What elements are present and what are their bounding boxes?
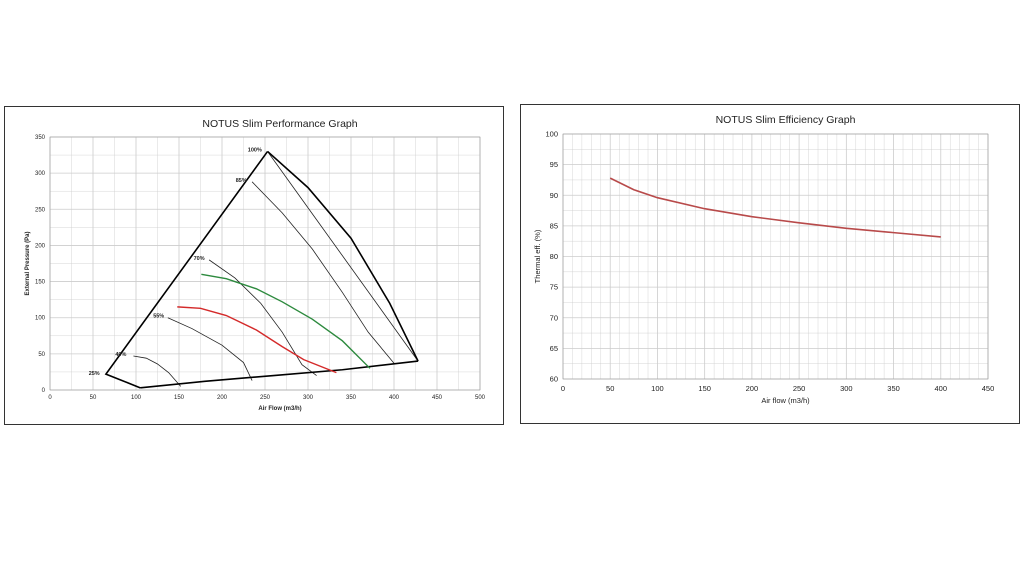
y-axis-label: Thermal eff. (%) <box>533 229 542 283</box>
efficiency-graph-panel: NOTUS Slim Efficiency Graph 0 50 100 150 200 2… <box>520 104 1020 424</box>
speed-label: 70% <box>194 256 205 262</box>
x-tick-label: 100 <box>651 384 664 393</box>
envelope-right <box>267 150 419 362</box>
x-tick-label: 0 <box>561 384 565 393</box>
y-tick-label: 90 <box>550 191 558 200</box>
x-tick-label: 250 <box>793 384 806 393</box>
x-tick-label: 250 <box>260 395 271 401</box>
x-tick-label: 450 <box>982 384 995 393</box>
y-tick-label: 85 <box>550 221 558 230</box>
x-axis-label: Air flow (m3/h) <box>761 396 810 405</box>
x-axis-label: Air Flow (m3/h) <box>258 406 301 412</box>
performance-graph: NOTUS Slim Performance Graph 0 50 100 150 200… <box>25 118 486 412</box>
speed-curve-55pct <box>167 317 253 381</box>
y-tick-label: 95 <box>550 160 558 169</box>
y-tick-label: 65 <box>550 344 558 353</box>
x-tick-label: 350 <box>346 395 357 401</box>
x-tick-label: 500 <box>475 395 486 401</box>
x-tick-label: 300 <box>303 395 314 401</box>
efficiency-line <box>609 177 941 238</box>
chart-title: NOTUS Slim Performance Graph <box>202 118 357 130</box>
x-tick-label: 450 <box>432 395 443 401</box>
y-tick-label: 350 <box>35 135 46 141</box>
x-tick-label: 200 <box>746 384 759 393</box>
y-axis-label: External Pressure (Pa) <box>25 231 31 295</box>
y-tick-label: 75 <box>550 283 558 292</box>
speed-label: 85% <box>236 178 247 184</box>
y-tick-label: 300 <box>35 171 46 177</box>
y-tick-label: 60 <box>550 375 558 384</box>
y-tick-label: 100 <box>545 130 558 139</box>
x-tick-label: 50 <box>606 384 614 393</box>
y-tick-label: 70 <box>550 313 558 322</box>
y-tick-label: 50 <box>38 352 45 358</box>
y-tick-label: 200 <box>35 243 46 249</box>
plot-area-border <box>562 133 989 380</box>
speed-label: 25% <box>89 371 100 377</box>
speed-label: 100% <box>248 147 262 153</box>
speed-curve-70pct <box>208 259 317 376</box>
x-tick-label: 150 <box>174 395 185 401</box>
speed-curve-40pct <box>133 355 182 387</box>
plot-area-border <box>49 136 481 391</box>
speed-label: 40% <box>115 352 126 358</box>
speed-curve-85pct <box>251 181 395 364</box>
x-tick-label: 100 <box>131 395 142 401</box>
red-operating-curve <box>177 306 337 374</box>
x-tick-label: 300 <box>840 384 853 393</box>
envelope-bottom <box>140 360 419 389</box>
y-tick-label: 250 <box>35 207 46 213</box>
x-tick-label: 50 <box>90 395 97 401</box>
y-tick-label: 100 <box>35 316 46 322</box>
green-operating-curve <box>201 273 371 369</box>
x-tick-label: 0 <box>48 395 52 401</box>
performance-graph-panel: NOTUS Slim Performance Graph 0 50 100 150 200… <box>4 106 504 425</box>
y-tick-label: 80 <box>550 252 558 261</box>
y-tick-label: 0 <box>42 388 46 394</box>
x-tick-label: 350 <box>887 384 900 393</box>
speed-label: 55% <box>153 314 164 320</box>
x-tick-label: 200 <box>217 395 228 401</box>
x-tick-label: 400 <box>935 384 948 393</box>
envelope-left <box>104 150 269 389</box>
speed-curve-100pct <box>267 151 419 362</box>
chart-title: NOTUS Slim Efficiency Graph <box>716 114 856 126</box>
x-tick-label: 400 <box>389 395 400 401</box>
x-tick-label: 150 <box>698 384 711 393</box>
efficiency-graph: NOTUS Slim Efficiency Graph 0 50 100 150 200 2… <box>533 114 995 405</box>
y-tick-label: 150 <box>35 280 46 286</box>
